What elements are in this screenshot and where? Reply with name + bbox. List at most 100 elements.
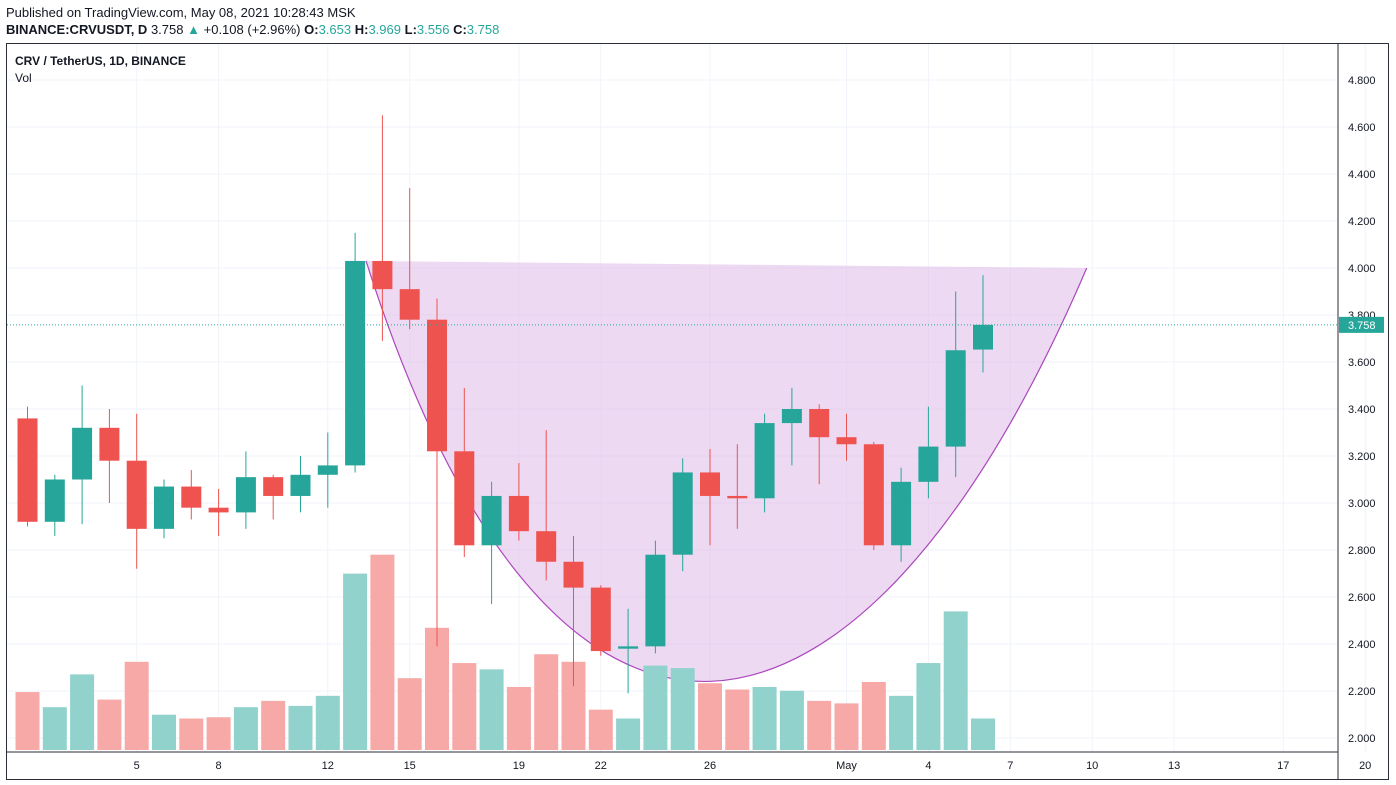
volume-bars (15, 554, 995, 750)
candle-body (863, 444, 884, 546)
volume-bar (452, 663, 477, 750)
candle-body (781, 409, 802, 424)
candle-body (181, 486, 202, 508)
ohlc-bar: BINANCE:CRVUSDT, D 3.758 ▲ +0.108 (+2.96… (6, 22, 499, 37)
price-tick-label: 2.800 (1348, 545, 1376, 557)
volume-bar (861, 681, 886, 750)
volume-bar (370, 554, 395, 750)
price-tick-label: 4.600 (1348, 122, 1376, 134)
volume-bar (943, 611, 968, 750)
candle-body (372, 260, 393, 290)
candle-body (645, 554, 666, 647)
volume-bar (752, 687, 777, 750)
volume-bar (779, 690, 804, 750)
open-label: O: (304, 22, 319, 37)
volume-bar (670, 668, 695, 750)
time-tick-label: 13 (1168, 760, 1180, 772)
candle-body (427, 319, 447, 452)
candle-body (317, 465, 338, 475)
volume-bar (725, 689, 750, 750)
volume-bar (643, 665, 668, 750)
candle-body (345, 260, 366, 466)
volume-bar (588, 709, 613, 750)
candle-body (263, 477, 284, 496)
volume-bar (179, 718, 204, 750)
chart-title: CRV / TetherUS, 1D, BINANCE (15, 54, 186, 68)
time-tick-label: 22 (595, 760, 607, 772)
candles (17, 115, 993, 694)
candle-body (154, 486, 174, 529)
price-tick-label: 2.400 (1348, 639, 1376, 651)
volume-bar (343, 573, 368, 750)
time-tick-label: 26 (704, 760, 716, 772)
candle-body (99, 427, 120, 461)
volume-bar (97, 699, 122, 750)
candle-body (454, 451, 475, 546)
candle-body (590, 587, 611, 652)
volume-bar (971, 718, 995, 750)
volume-bar (616, 718, 641, 750)
candle-body (727, 495, 748, 499)
candle-body (563, 561, 584, 588)
candle-body (508, 495, 529, 532)
price-change: +0.108 (+2.96%) (203, 22, 301, 37)
price-tick-label: 2.000 (1348, 733, 1376, 745)
high-value: 3.969 (368, 22, 401, 37)
candle-body (618, 646, 639, 649)
last-price: 3.758 (150, 22, 184, 37)
volume-legend: Vol (15, 71, 32, 85)
candle-body (72, 427, 93, 480)
candle-body (399, 289, 420, 320)
candle-body (945, 350, 966, 447)
time-tick-label: May (836, 760, 857, 772)
up-arrow-icon: ▲ (187, 22, 200, 37)
candle-body (809, 409, 830, 438)
volume-bar (233, 707, 258, 750)
time-tick-label: 5 (134, 760, 140, 772)
volume-bar (124, 661, 149, 750)
candle-body (536, 531, 557, 562)
volume-bar (315, 695, 340, 750)
close-value: 3.758 (466, 22, 500, 37)
time-tick-label: 10 (1086, 760, 1098, 772)
volume-bar (698, 683, 722, 750)
price-tick-label: 3.600 (1348, 357, 1376, 369)
time-tick-label: 17 (1277, 760, 1289, 772)
open-value: 3.653 (318, 22, 352, 37)
candle-body (235, 477, 256, 513)
candle-body (700, 472, 720, 496)
candle-body (208, 507, 229, 513)
candle-body (973, 324, 993, 350)
candle-body (126, 460, 147, 529)
volume-bar (397, 678, 422, 750)
volume-bar (889, 695, 914, 750)
price-tick-label: 2.600 (1348, 592, 1376, 604)
candle-body (17, 418, 38, 522)
time-tick-label: 4 (925, 760, 931, 772)
volume-bar (916, 663, 941, 750)
price-tick-label: 4.400 (1348, 169, 1376, 181)
time-tick-label: 7 (1007, 760, 1013, 772)
price-tick-label: 3.000 (1348, 498, 1376, 510)
volume-bar (834, 703, 859, 750)
last-price-badge (1339, 316, 1384, 333)
price-tick-label: 4.000 (1348, 263, 1376, 275)
time-tick-label: 19 (513, 760, 525, 772)
volume-bar (534, 654, 559, 750)
time-tick-label: 15 (404, 760, 416, 772)
time-tick-label: 8 (216, 760, 222, 772)
volume-bar (288, 705, 313, 750)
volume-bar (479, 669, 504, 750)
candle-body (918, 446, 939, 482)
high-label: H: (354, 22, 369, 37)
volume-bar (506, 687, 531, 750)
volume-bar (42, 707, 67, 750)
price-tick-label: 3.400 (1348, 404, 1376, 416)
last-price-label: 3.758 (1348, 320, 1376, 332)
price-tick-label: 3.200 (1348, 451, 1376, 463)
volume-bar (425, 627, 449, 750)
chart-frame[interactable] (6, 43, 1389, 780)
low-value: 3.556 (416, 22, 450, 37)
symbol-label: BINANCE:CRVUSDT, D (6, 22, 148, 37)
